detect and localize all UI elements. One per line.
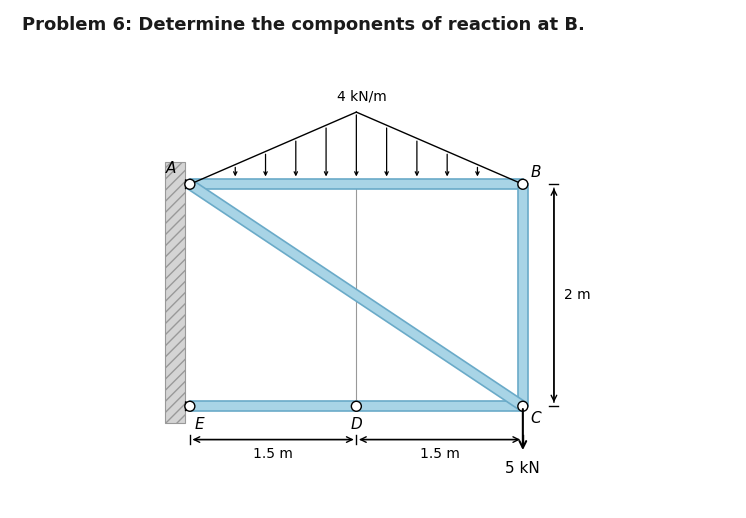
Text: 1.5 m: 1.5 m [420, 448, 460, 462]
Circle shape [185, 179, 195, 189]
Polygon shape [186, 401, 193, 411]
Polygon shape [189, 179, 523, 189]
Polygon shape [189, 401, 523, 411]
Text: C: C [530, 411, 542, 426]
Polygon shape [187, 180, 526, 410]
Circle shape [518, 179, 528, 189]
Text: 2 m: 2 m [564, 288, 591, 303]
Text: 1.5 m: 1.5 m [253, 448, 293, 462]
Text: E: E [194, 418, 204, 433]
Polygon shape [186, 180, 193, 189]
Text: Problem 6: Determine the components of reaction at B.: Problem 6: Determine the components of r… [22, 16, 586, 34]
Bar [166, 162, 186, 423]
Polygon shape [518, 184, 528, 406]
Text: B: B [530, 165, 541, 180]
Text: A: A [166, 162, 177, 177]
Circle shape [351, 401, 361, 411]
Text: 4 kN/m: 4 kN/m [337, 89, 386, 103]
Circle shape [185, 401, 195, 411]
Text: D: D [351, 418, 363, 433]
Text: 5 kN: 5 kN [506, 461, 540, 476]
Circle shape [518, 401, 528, 411]
